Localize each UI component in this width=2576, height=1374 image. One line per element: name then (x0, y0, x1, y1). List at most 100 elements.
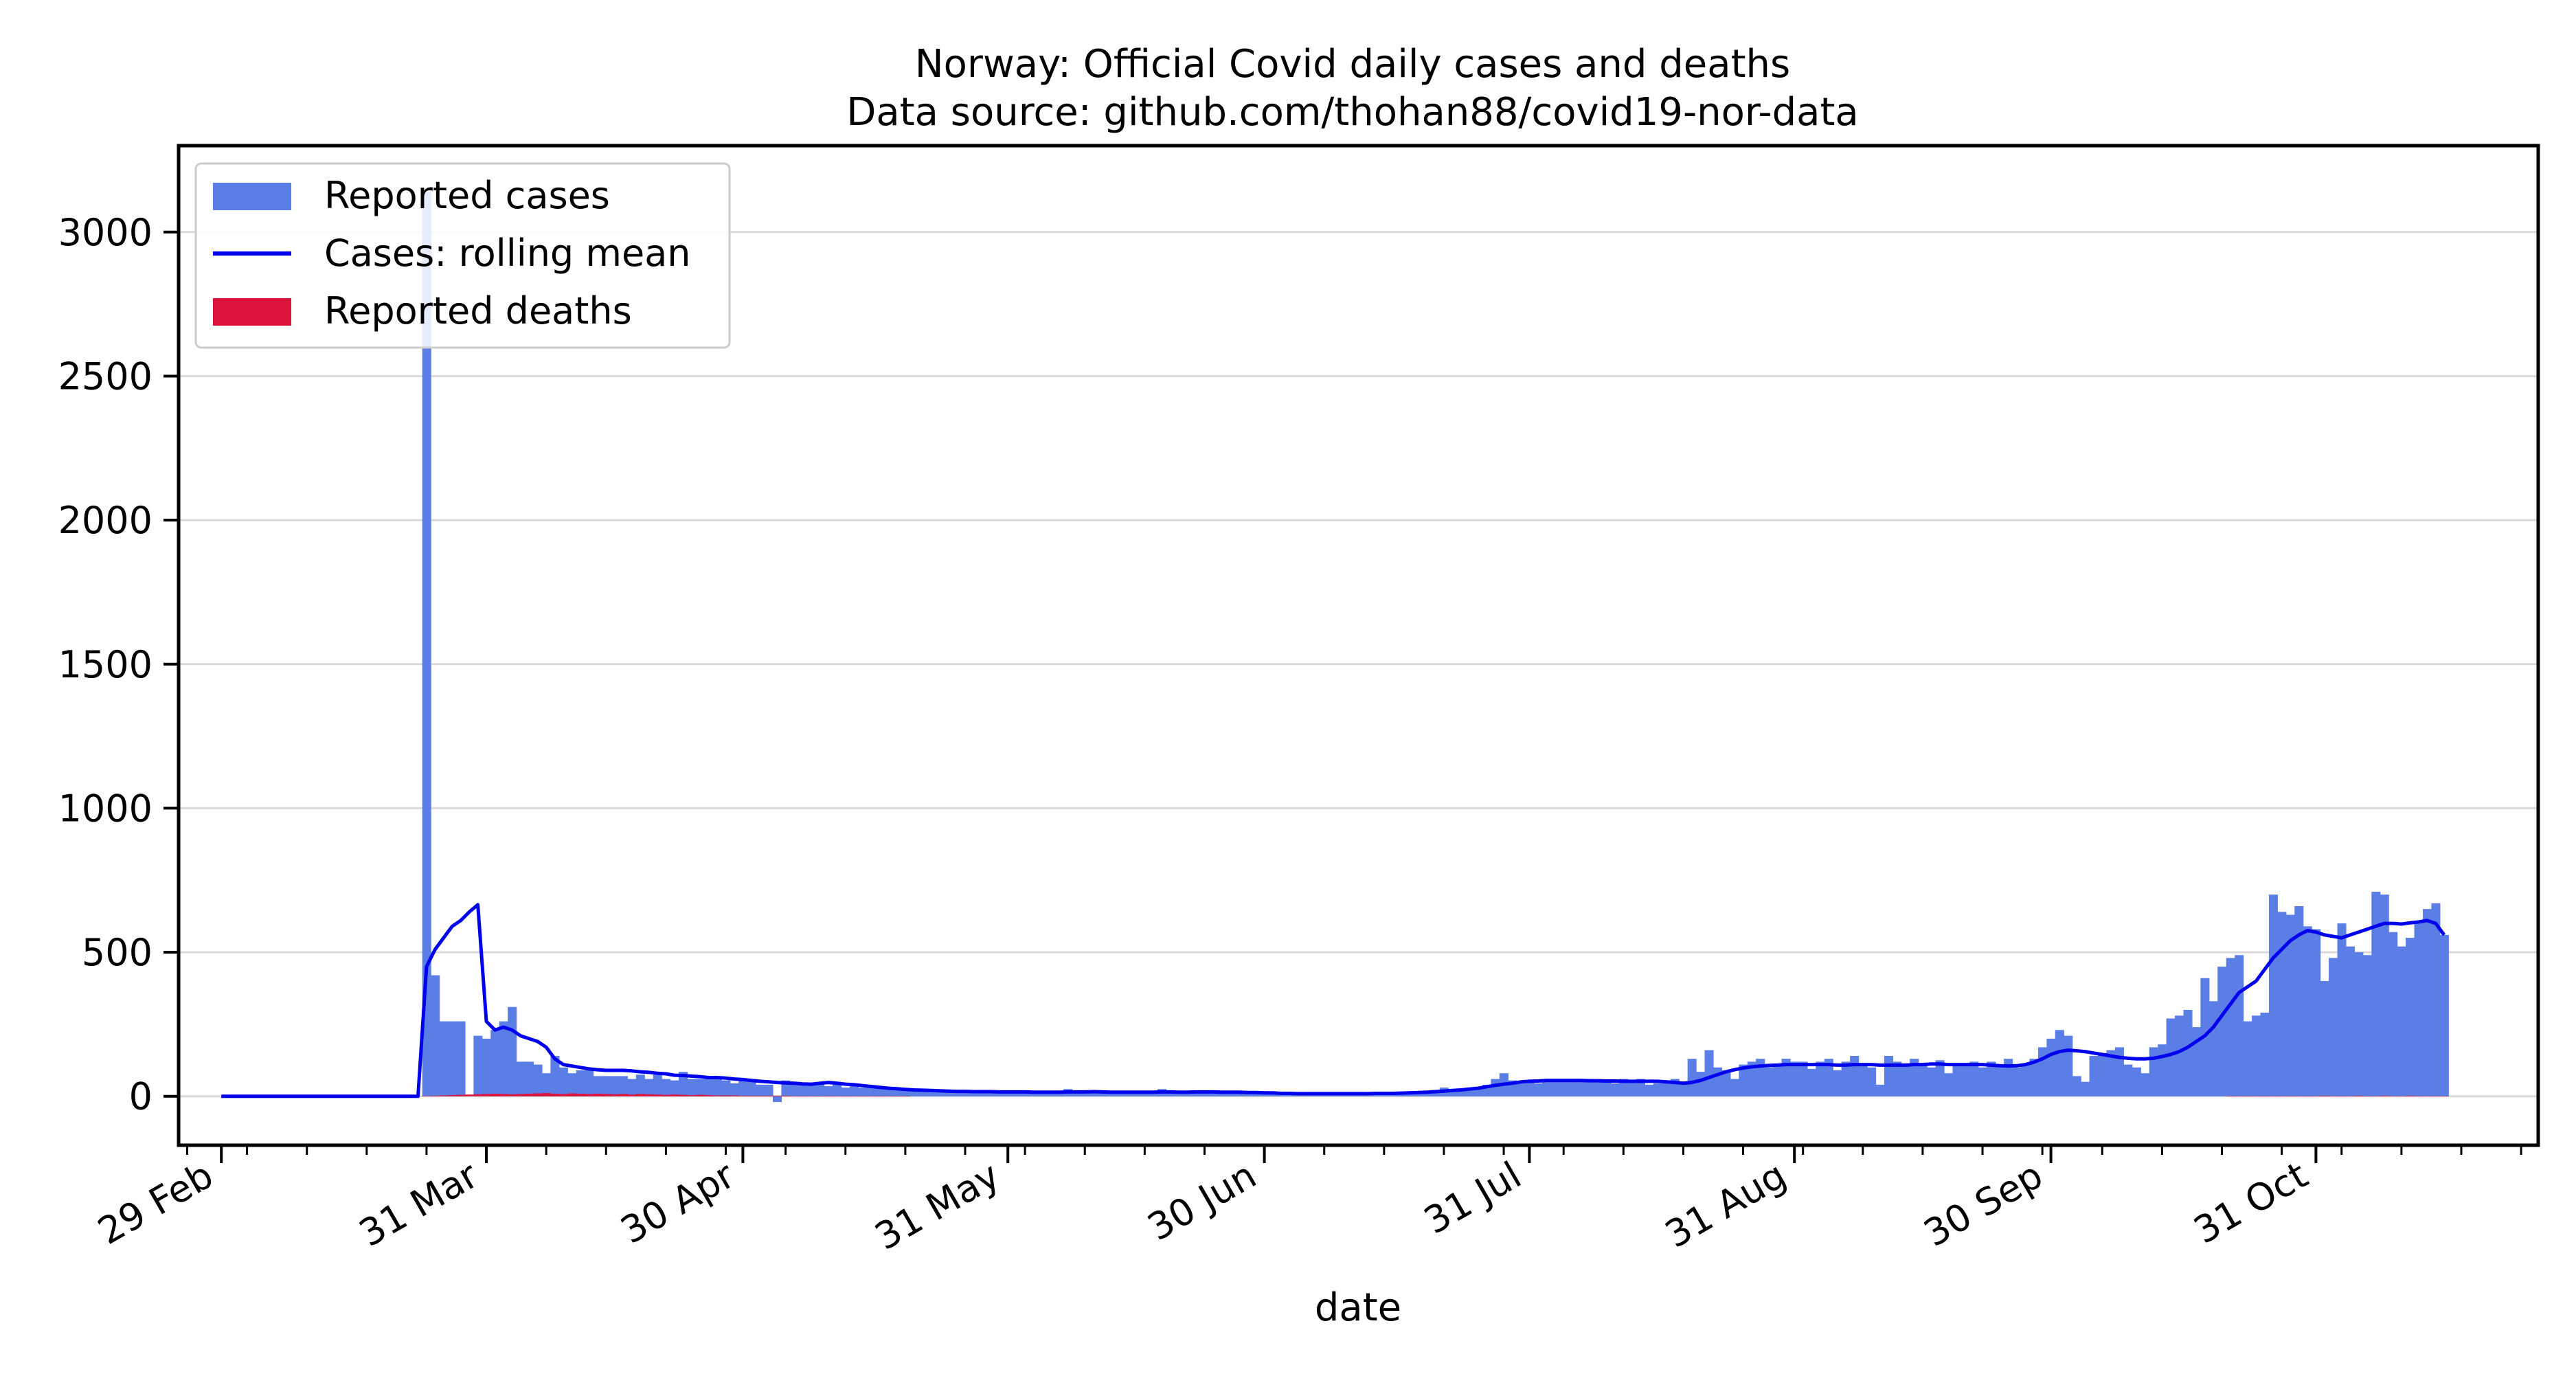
case-bar (508, 1006, 517, 1096)
case-bar (1260, 1093, 1269, 1096)
case-bar (448, 1021, 457, 1096)
case-bar (473, 1035, 483, 1096)
case-bar (1858, 1064, 1868, 1096)
case-bar (1268, 1093, 1278, 1096)
x-tick-label: 31 Oct (2187, 1153, 2315, 1252)
case-bar (1020, 1092, 1030, 1096)
case-bar (2371, 892, 2381, 1096)
case-bar (1875, 1084, 1885, 1096)
case-bar (1029, 1092, 1039, 1096)
y-tick-label: 1500 (58, 643, 152, 686)
case-bar (1987, 1061, 1996, 1096)
case-bar (1969, 1061, 1979, 1096)
case-bar (1285, 1094, 1295, 1096)
death-bar (516, 1094, 526, 1096)
case-bar (1867, 1067, 1877, 1096)
case-bar (892, 1089, 902, 1096)
case-bar (952, 1090, 962, 1096)
case-bar (1089, 1092, 1098, 1096)
case-bar (1243, 1093, 1252, 1096)
case-bar (849, 1086, 859, 1096)
case-bar (662, 1079, 671, 1096)
case-bar (1465, 1089, 1475, 1096)
death-bar (610, 1094, 620, 1096)
case-bar (2226, 958, 2235, 1096)
death-bar (525, 1093, 534, 1096)
case-bar (1081, 1092, 1090, 1096)
case-bar (875, 1088, 885, 1096)
death-bar (585, 1094, 594, 1096)
case-bar (995, 1092, 1004, 1096)
case-bar (1679, 1081, 1688, 1096)
x-tick-label: 30 Jun (1140, 1153, 1263, 1250)
x-tick-label: 31 Jul (1417, 1153, 1528, 1243)
case-bar (1824, 1059, 1833, 1096)
case-bar (1149, 1092, 1158, 1096)
case-bar (858, 1088, 868, 1096)
case-bar (1619, 1079, 1629, 1096)
death-bar (602, 1094, 611, 1096)
case-bar (806, 1083, 816, 1096)
case-bar (439, 1021, 449, 1096)
case-bar (1046, 1092, 1056, 1096)
death-bar (644, 1094, 654, 1096)
case-bar (1431, 1092, 1440, 1096)
case-bar (833, 1084, 842, 1096)
case-bar (1764, 1067, 1774, 1096)
case-bar (525, 1061, 534, 1096)
case-bar (1893, 1061, 1902, 1096)
case-bar (533, 1064, 543, 1096)
y-axis-ticks: 0 500 1000 1500 2000 2500 3000 (58, 211, 179, 1118)
case-bar (2175, 1015, 2184, 1096)
case-bar (456, 1021, 466, 1096)
case-bar (1978, 1067, 1987, 1096)
case-bar (2149, 1047, 2158, 1096)
case-bar (1183, 1092, 1193, 1096)
legend-label-cases: Reported cases (324, 174, 610, 217)
case-bar (1798, 1061, 1808, 1096)
case-bar (567, 1073, 577, 1096)
death-bar (482, 1094, 491, 1096)
case-bar (431, 975, 440, 1096)
death-bar (679, 1094, 688, 1096)
case-bar (2431, 903, 2441, 1096)
death-bar (627, 1094, 637, 1096)
case-bar (2114, 1047, 2124, 1096)
case-bar (2217, 967, 2227, 1096)
death-bar (533, 1093, 543, 1096)
case-bar (1918, 1064, 1928, 1096)
case-bar (516, 1061, 526, 1096)
case-bar (1696, 1072, 1706, 1096)
case-bar (2277, 912, 2287, 1096)
death-bar (499, 1094, 508, 1096)
legend-label-deaths: Reported deaths (324, 289, 632, 333)
y-tick-label: 1000 (58, 787, 152, 830)
death-bar (662, 1094, 671, 1096)
case-bar (2208, 1001, 2218, 1096)
case-bar (1114, 1092, 1124, 1096)
case-bar (969, 1092, 979, 1096)
case-bar (2268, 894, 2279, 1096)
case-bar (1516, 1081, 1526, 1096)
case-bar (1610, 1083, 1620, 1096)
case-bar (1106, 1092, 1116, 1096)
legend-swatch-deaths (213, 298, 291, 326)
case-bar (1405, 1092, 1414, 1096)
death-bar (695, 1094, 705, 1096)
case-bar (1901, 1064, 1910, 1096)
case-bar (721, 1080, 731, 1096)
x-tick-label: 31 May (868, 1153, 1007, 1259)
case-bar (635, 1074, 645, 1096)
case-bar (653, 1074, 662, 1096)
case-bar (1568, 1080, 1577, 1096)
case-bar (2064, 1035, 2073, 1096)
death-bar (653, 1094, 662, 1096)
x-tick-label: 30 Apr (613, 1153, 742, 1252)
case-bar (2380, 894, 2389, 1096)
case-bar (2337, 923, 2347, 1096)
x-tick-label: 29 Feb (91, 1153, 221, 1253)
case-bar (2243, 1021, 2252, 1096)
case-bar (422, 188, 431, 1096)
case-bar (2098, 1052, 2108, 1096)
